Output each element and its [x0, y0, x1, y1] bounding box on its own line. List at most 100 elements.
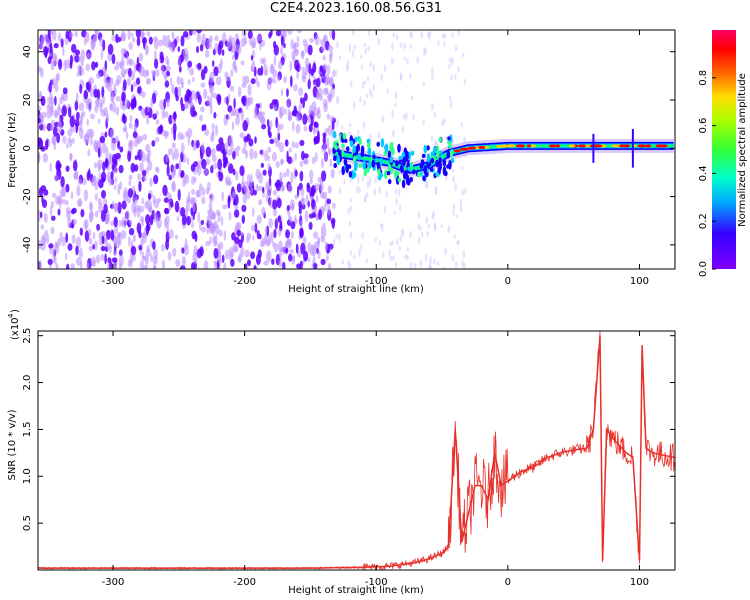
noise-blob	[130, 162, 136, 173]
faint-noise-blob	[454, 182, 458, 192]
noise-blob	[212, 60, 215, 67]
ridge-blob	[379, 173, 384, 178]
noise-blob	[114, 65, 120, 71]
noise-blob	[245, 103, 248, 110]
noise-blob	[128, 219, 133, 225]
noise-blob	[61, 105, 67, 117]
faint-noise-blob	[464, 187, 467, 195]
noise-blob	[315, 194, 319, 203]
noise-blob	[118, 164, 124, 174]
noise-blob	[92, 231, 96, 240]
noise-blob	[327, 204, 331, 216]
faint-noise-blob	[394, 102, 397, 108]
noise-blob	[49, 124, 53, 132]
faint-noise-blob	[380, 73, 383, 82]
noise-blob	[152, 265, 157, 269]
noise-blob	[138, 180, 142, 192]
noise-blob	[230, 69, 234, 78]
faint-noise-blob	[448, 95, 452, 102]
faint-noise-blob	[395, 197, 399, 205]
noise-blob	[238, 86, 242, 98]
noise-blob	[283, 42, 286, 49]
noise-blob	[223, 262, 227, 269]
ridge-blob	[372, 154, 376, 159]
noise-blob	[95, 254, 101, 264]
noise-blob	[271, 258, 275, 265]
noise-blob	[256, 214, 262, 224]
noise-blob	[242, 75, 247, 85]
faint-noise-blob	[390, 57, 394, 65]
ridge-hotspot	[585, 144, 591, 148]
noise-blob	[286, 205, 291, 212]
noise-blob	[65, 183, 70, 193]
noise-blob	[307, 242, 312, 253]
faint-noise-blob	[424, 253, 428, 263]
noise-blob	[299, 228, 304, 238]
noise-blob	[275, 160, 280, 169]
noise-blob	[136, 56, 140, 68]
noise-blob	[130, 245, 137, 256]
noise-blob	[117, 140, 121, 150]
noise-blob	[100, 210, 106, 222]
noise-blob	[275, 140, 280, 148]
faint-noise-blob	[461, 188, 465, 197]
noise-blob	[227, 197, 231, 209]
noise-blob	[278, 106, 282, 118]
noise-blob	[148, 205, 153, 214]
noise-blob	[88, 77, 94, 85]
noise-blob	[127, 150, 132, 162]
noise-blob	[169, 77, 173, 86]
noise-blob	[269, 197, 273, 209]
noise-blob	[162, 184, 168, 197]
noise-blob	[260, 65, 263, 76]
noise-blob	[255, 168, 261, 180]
noise-blob	[244, 249, 250, 258]
noise-blob	[131, 254, 136, 262]
noise-blob	[62, 46, 65, 57]
noise-blob	[236, 229, 242, 237]
ridge-blob	[436, 149, 440, 159]
noise-blob	[234, 204, 239, 212]
noise-blob	[136, 207, 141, 218]
noise-blob	[190, 215, 194, 222]
noise-blob	[143, 37, 146, 50]
noise-blob	[94, 193, 98, 201]
faint-noise-blob	[402, 114, 406, 120]
noise-blob	[301, 71, 306, 80]
faint-noise-blob	[373, 188, 377, 196]
noise-blob	[47, 56, 52, 65]
colorbar-tick-label: 0.6	[698, 118, 709, 134]
noise-blob	[296, 71, 299, 80]
noise-blob	[161, 107, 166, 120]
noise-blob	[270, 63, 274, 72]
noise-blob	[180, 151, 184, 163]
faint-noise-blob	[440, 224, 444, 229]
noise-blob	[44, 34, 49, 40]
ridge-blob	[422, 175, 426, 182]
noise-blob	[236, 145, 241, 151]
noise-blob	[319, 180, 324, 192]
faint-noise-blob	[366, 180, 370, 190]
noise-blob	[288, 253, 293, 262]
noise-blob	[40, 95, 46, 107]
noise-blob	[213, 112, 217, 119]
noise-blob	[303, 125, 308, 132]
noise-blob	[191, 90, 196, 100]
ridge-blob	[358, 137, 362, 146]
ridge-hotspot	[496, 144, 504, 148]
noise-blob	[127, 141, 132, 150]
noise-blob	[38, 65, 42, 73]
ridge-blob	[421, 153, 426, 158]
noise-blob	[54, 241, 57, 253]
noise-blob	[54, 109, 58, 118]
noise-blob	[283, 172, 287, 178]
noise-blob	[106, 229, 111, 240]
x-tick-label: 100	[630, 577, 649, 588]
ridge-blob	[439, 150, 443, 155]
faint-noise-blob	[452, 209, 455, 216]
snr-series-line	[38, 335, 675, 569]
faint-noise-blob	[361, 231, 365, 239]
noise-blob	[133, 63, 137, 73]
noise-blob	[277, 122, 280, 134]
